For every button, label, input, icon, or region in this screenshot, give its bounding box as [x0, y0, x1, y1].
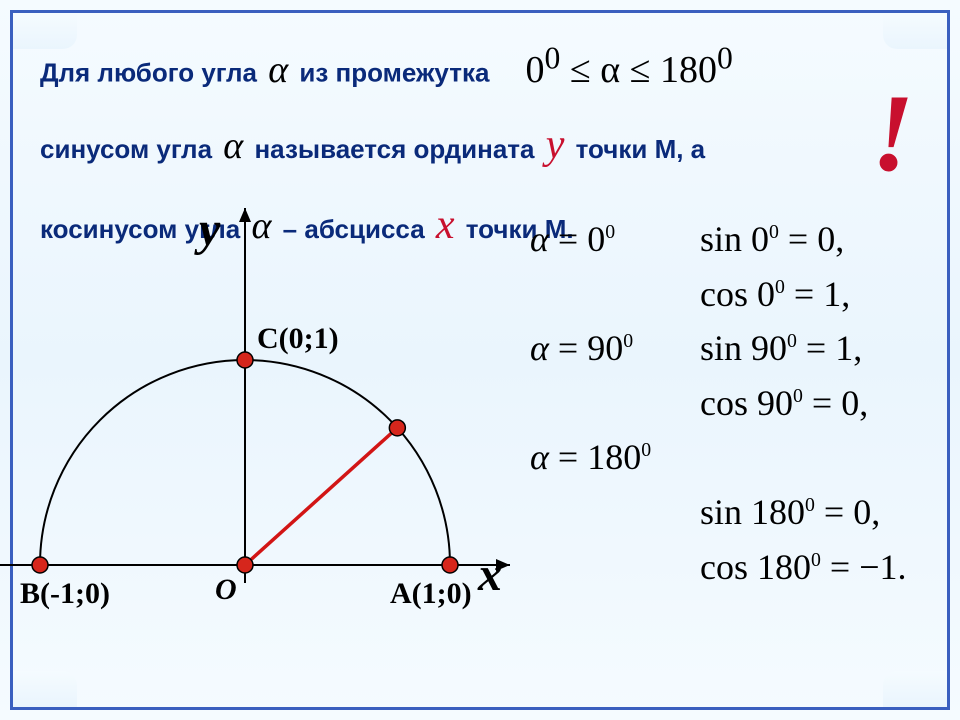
- alpha-value: α = 00: [530, 215, 700, 264]
- slide: Для любого угла α из промежутка 00 ≤ α ≤…: [0, 0, 960, 720]
- txt: называется ордината: [254, 134, 534, 164]
- alpha-symbol: α: [264, 49, 292, 91]
- formula-row: cos 00 = 1,: [530, 270, 950, 319]
- point-a-label: A(1;0): [390, 577, 472, 611]
- alpha-value: α = 1800: [530, 433, 700, 482]
- trig-value: sin 900 = 1,: [700, 324, 862, 373]
- txt: Для любого угла: [40, 58, 257, 88]
- exclamation-icon: !: [871, 70, 914, 197]
- trig-value: sin 1800 = 0,: [700, 488, 880, 537]
- origin-label: O: [215, 573, 237, 607]
- unit-circle-diagram: y x O A(1;0) B(-1;0) C(0;1): [0, 200, 520, 630]
- x-axis-label: x: [478, 547, 502, 602]
- frame-corner: [10, 671, 77, 710]
- trig-value: sin 00 = 0,: [700, 215, 844, 264]
- txt: точки М, а: [576, 134, 706, 164]
- diagram-svg: [0, 200, 520, 630]
- alpha-symbol: α: [219, 125, 247, 167]
- formula-row: α = 1800: [530, 433, 950, 482]
- formula-list: α = 00sin 00 = 0,cos 00 = 1,α = 900sin 9…: [530, 215, 950, 597]
- trig-value: cos 900 = 0,: [700, 379, 868, 428]
- y-symbol: y: [542, 122, 569, 168]
- txt: синусом угла: [40, 134, 212, 164]
- formula-row: α = 00sin 00 = 0,: [530, 215, 950, 264]
- y-axis-label: y: [199, 202, 220, 257]
- point-b-label: B(-1;0): [20, 577, 110, 611]
- alpha-value: α = 900: [530, 324, 700, 373]
- formula-row: cos 900 = 0,: [530, 379, 950, 428]
- trig-value: cos 1800 = −1.: [700, 543, 907, 592]
- txt: из промежутка: [299, 58, 489, 88]
- formula-row: α = 900sin 900 = 1,: [530, 324, 950, 373]
- angle-range: 00 ≤ α ≤ 1800: [526, 49, 733, 91]
- trig-value: cos 00 = 1,: [700, 270, 850, 319]
- frame-corner: [883, 671, 950, 710]
- point-c-label: C(0;1): [257, 322, 339, 356]
- formula-row: cos 1800 = −1.: [530, 543, 950, 592]
- formula-row: sin 1800 = 0,: [530, 488, 950, 537]
